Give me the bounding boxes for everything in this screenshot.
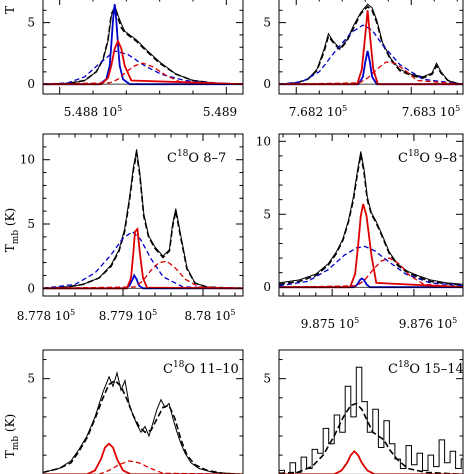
total-model-line <box>279 154 463 286</box>
series-group <box>279 366 463 474</box>
narrow-component-line <box>43 227 243 290</box>
y-tick-label: 5 <box>27 372 35 386</box>
panel-label: C18O 15–14 <box>388 360 464 377</box>
plot-frame <box>278 133 464 297</box>
panel-top-left: T 5.488 105 5.489 0 5 <box>3 0 244 119</box>
broad-component-line <box>43 62 243 85</box>
y-tick-label: 5 <box>27 217 35 231</box>
y-axis-label: T <box>3 6 17 14</box>
panel-bottom-right: C18O 15–14 5 <box>263 349 464 474</box>
narrow-component-line <box>279 450 463 474</box>
y-tick-label: 0 <box>27 281 35 295</box>
observed-spectrum-line <box>279 366 463 474</box>
panel-bottom-left: C18O 11–10 Tmb (K) 5 <box>3 349 244 474</box>
series-group <box>43 370 243 474</box>
x-tick-label: 8.778 105 <box>17 308 76 323</box>
broad-component-line <box>279 245 463 287</box>
y-tick-label: 10 <box>256 134 271 148</box>
narrow-component-line <box>43 442 243 474</box>
y-tick-label: 5 <box>27 16 35 30</box>
y-tick-label: 5 <box>263 16 271 30</box>
y-tick-label: 5 <box>263 372 271 386</box>
x-tick-label: 7.683 105 <box>402 104 461 119</box>
panel-middle-left: C18O 8–7 Tmb (K) 8.778 105 8.779 105 8.7… <box>3 133 244 323</box>
panel-label: C18O 11–10 <box>163 360 239 377</box>
plot-frame <box>42 0 244 95</box>
narrow-component-line <box>279 50 463 86</box>
plot-frame <box>42 349 244 474</box>
total-model-line <box>43 379 243 474</box>
svg-text:Tmb (K): Tmb (K) <box>3 414 21 458</box>
x-tick-label: 5.489 <box>203 105 237 119</box>
x-tick-label: 9.876 105 <box>399 316 458 331</box>
y-tick-label: 5 <box>263 207 271 221</box>
total-model-line <box>43 153 243 290</box>
y-tick-label: 10 <box>20 153 35 167</box>
series-group <box>43 3 243 86</box>
series-group <box>43 149 243 290</box>
x-tick-label: 8.78 105 <box>185 308 236 323</box>
x-tick-label: 7.682 105 <box>289 104 348 119</box>
narrow-component-line <box>279 203 463 289</box>
total-model-line <box>279 5 463 85</box>
x-tick-label: 8.779 105 <box>99 308 158 323</box>
y-axis-label: Tmb (K) <box>3 414 21 458</box>
y-tick-label: 0 <box>263 280 271 294</box>
narrow-component-line <box>279 10 463 86</box>
x-tick-label: 5.488 105 <box>64 104 123 119</box>
broad-component-line <box>279 24 463 85</box>
observed-spectrum-line <box>279 151 463 285</box>
y-axis-label: Tmb (K) <box>3 208 21 252</box>
broad-component-line <box>279 257 463 288</box>
broad-component-line <box>43 460 243 474</box>
observed-spectrum-line <box>43 370 243 474</box>
narrow-component-line <box>43 4 243 86</box>
plot-frame <box>278 349 464 474</box>
panel-top-right: 7.682 105 7.683 105 0 5 <box>263 0 464 119</box>
broad-component-line <box>279 61 463 85</box>
x-tick-label: 9.875 105 <box>301 316 360 331</box>
panel-label: C18O 8–7 <box>167 149 226 166</box>
series-group <box>279 3 463 86</box>
total-model-line <box>279 402 463 474</box>
plot-frame <box>278 0 464 95</box>
plot-frame <box>42 133 244 297</box>
observed-spectrum-line <box>43 3 243 85</box>
narrow-component-line <box>43 38 243 86</box>
broad-component-line <box>43 50 243 85</box>
total-model-line <box>43 5 243 85</box>
panel-label: C18O 9–8 <box>398 149 457 166</box>
y-tick-label: 0 <box>27 77 35 91</box>
panel-middle-right: C18O 9–8 9.875 105 9.876 105 0 5 10 <box>256 133 464 331</box>
series-group <box>279 151 463 289</box>
observed-spectrum-line <box>43 149 243 289</box>
y-tick-label: 0 <box>263 77 271 91</box>
broad-component-line <box>43 260 243 289</box>
svg-text:Tmb (K): Tmb (K) <box>3 208 21 252</box>
